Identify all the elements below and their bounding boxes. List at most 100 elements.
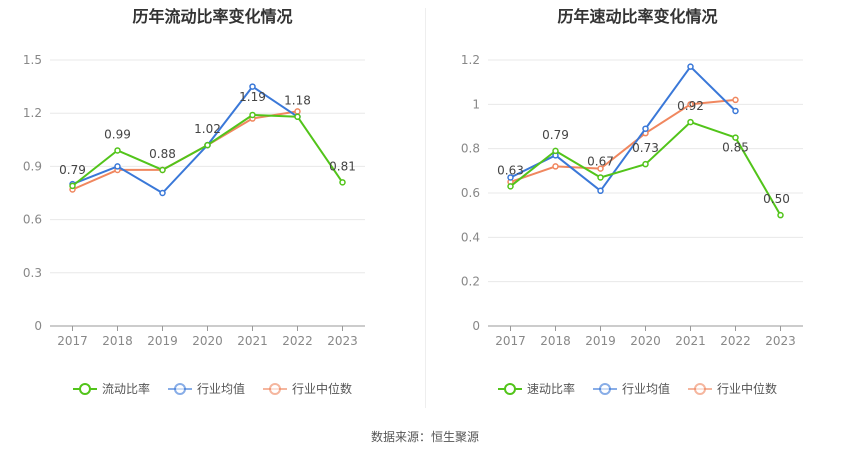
x-tick-label: 2018 <box>540 334 571 348</box>
x-tick-label: 2021 <box>237 334 268 348</box>
current-ratio-panel: 历年流动比率变化情况 0 0.3 0.6 0.9 1.2 1.5 2017 2018 2019 2… <box>0 0 425 415</box>
current-ratio-chart: 0 0.3 0.6 0.9 1.2 1.5 2017 2018 2019 2020 2021 2022… <box>23 53 365 348</box>
data-label: 0.88 <box>149 147 176 161</box>
legend-item[interactable]: 行业中位数 <box>688 380 777 397</box>
legend-marker-icon <box>72 382 97 395</box>
y-tick-label: 0.4 <box>461 230 480 244</box>
x-tick-label: 2022 <box>720 334 751 348</box>
x-tick-label: 2019 <box>585 334 616 348</box>
legend-circle <box>694 382 706 395</box>
y-tick-label: 0 <box>34 319 42 333</box>
legend-marker-icon <box>263 382 287 395</box>
legend-label: 行业中位数 <box>717 382 778 396</box>
data-point <box>114 147 121 154</box>
chart-title: 历年速动比率变化情况 <box>557 7 718 26</box>
y-tick-label: 1.2 <box>23 106 42 120</box>
data-point <box>249 83 256 90</box>
y-tick-label: 0.8 <box>461 142 480 156</box>
legend-marker-icon <box>167 382 192 395</box>
data-label: 0.85 <box>722 141 749 155</box>
legend-label: 行业均值 <box>621 382 670 396</box>
data-label: 1.19 <box>239 90 266 104</box>
x-tick-label: 2023 <box>327 334 358 348</box>
data-point <box>732 134 739 141</box>
data-point <box>597 165 604 172</box>
data-point <box>114 163 121 170</box>
data-point <box>204 141 211 149</box>
data-label: 0.63 <box>497 163 524 177</box>
data-label: 0.79 <box>59 163 86 177</box>
x-tick-label: 2017 <box>495 334 526 348</box>
legend-item[interactable]: 行业均值 <box>592 380 670 397</box>
data-point <box>339 179 346 186</box>
legend-circle <box>173 382 186 395</box>
legend-circle <box>503 382 516 395</box>
data-point <box>507 174 514 181</box>
y-tick-label: 1 <box>472 97 480 111</box>
legend-label: 流动比率 <box>101 382 150 396</box>
x-tick-label: 2020 <box>630 334 661 348</box>
data-point <box>687 118 694 126</box>
legend-circle <box>78 382 91 395</box>
data-point <box>642 160 649 168</box>
data-label: 0.73 <box>632 141 659 155</box>
data-label: 0.92 <box>677 99 704 113</box>
quick-ratio-chart: 0 0.2 0.4 0.6 0.8 1 1.2 2017 2018 2019 2020 2021 202… <box>461 53 803 348</box>
data-point <box>687 63 694 70</box>
legend-label: 行业均值 <box>196 382 245 396</box>
chart-legend: 流动比率 行业均值 行业中位数 <box>0 380 425 397</box>
data-point <box>597 174 604 181</box>
data-point <box>294 113 301 120</box>
series-line-2 <box>510 98 736 183</box>
legend-item[interactable]: 行业中位数 <box>263 380 352 397</box>
x-tick-label: 2021 <box>675 334 706 348</box>
data-point <box>732 107 739 115</box>
panel-divider <box>425 8 426 408</box>
y-tick-label: 1.2 <box>461 53 480 67</box>
legend-item[interactable]: 行业均值 <box>167 380 245 397</box>
data-label: 0.81 <box>329 159 356 173</box>
x-tick-label: 2019 <box>147 334 178 348</box>
series-line-2 <box>72 110 298 191</box>
legend-item[interactable]: 速动比率 <box>497 380 575 397</box>
y-tick-label: 0.2 <box>461 275 480 289</box>
data-label: 0.79 <box>542 128 569 142</box>
y-tick-label: 0 <box>472 319 480 333</box>
chart-title: 历年流动比率变化情况 <box>132 7 293 26</box>
data-label: 0.67 <box>587 154 614 168</box>
data-point <box>777 211 784 219</box>
data-label: 0.50 <box>763 192 790 206</box>
x-tick-label: 2022 <box>282 334 313 348</box>
data-point <box>507 183 514 190</box>
legend-circle <box>598 382 611 395</box>
legend-label: 速动比率 <box>526 382 575 396</box>
data-point <box>552 147 559 155</box>
y-tick-label: 0.6 <box>461 186 480 200</box>
data-point <box>159 166 166 174</box>
quick-ratio-panel: 历年速动比率变化情况 0 0.2 0.4 0.6 0.8 1 1.2 2017 2018 2019… <box>425 0 850 415</box>
legend-circle <box>269 382 281 395</box>
data-point <box>687 101 694 108</box>
series-line-1 <box>72 85 299 194</box>
series-line-1 <box>510 65 737 192</box>
x-tick-label: 2020 <box>192 334 223 348</box>
data-point <box>69 182 76 190</box>
y-tick-label: 0.3 <box>23 266 42 280</box>
data-point <box>249 111 256 119</box>
data-point <box>597 187 604 195</box>
data-point <box>159 189 166 197</box>
legend-marker-icon <box>592 382 617 395</box>
legend-item[interactable]: 流动比率 <box>72 380 150 397</box>
data-point <box>642 125 649 132</box>
y-tick-label: 0.6 <box>23 213 42 227</box>
chart-legend: 速动比率 行业均值 行业中位数 <box>425 380 850 397</box>
data-point <box>294 108 301 115</box>
data-label: 1.02 <box>194 122 221 136</box>
y-tick-label: 1.5 <box>23 53 42 67</box>
x-tick-label: 2018 <box>102 334 133 348</box>
data-point <box>552 163 559 170</box>
data-label: 0.99 <box>104 127 131 141</box>
legend-label: 行业中位数 <box>292 382 353 396</box>
x-tick-label: 2017 <box>57 334 88 348</box>
x-tick-label: 2023 <box>765 334 796 348</box>
